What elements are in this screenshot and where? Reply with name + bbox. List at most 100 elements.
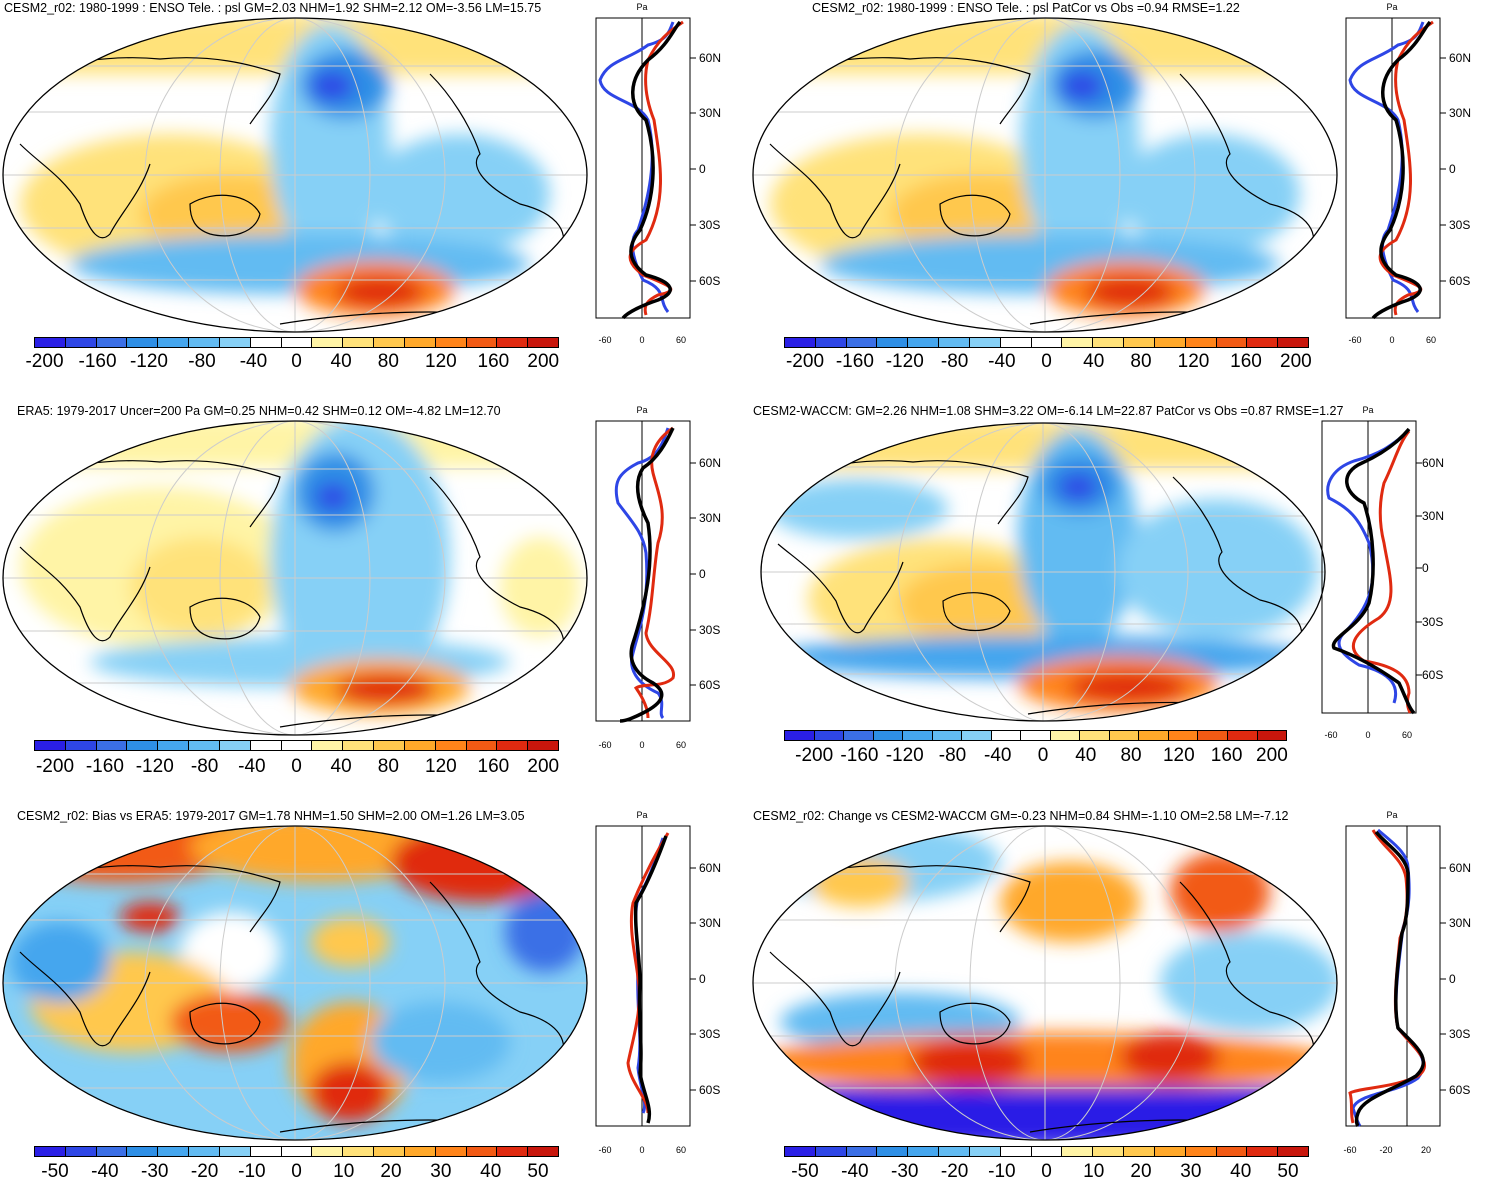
cb-label: -20 <box>190 1161 219 1182</box>
cb-label: -160 <box>85 756 124 777</box>
cb-label: -40 <box>984 745 1012 766</box>
cb-label: 120 <box>425 756 457 777</box>
cb-label: 0 <box>1037 745 1049 766</box>
lat-label: 60N <box>699 861 721 875</box>
cb-label: -80 <box>938 745 967 766</box>
cb-label: -40 <box>988 351 1016 372</box>
lat-label: 30N <box>1449 106 1471 120</box>
colorbar-labels: -200 -160 -120 -80 -40 0 40 80 120 160 2… <box>784 351 1312 373</box>
cb-label: -10 <box>238 1161 266 1182</box>
colorbar <box>784 337 1309 348</box>
lat-label: 60S <box>699 678 720 692</box>
cb-label: -20 <box>940 1161 969 1182</box>
lat-label: 30N <box>1422 509 1444 523</box>
panel-title: ERA5: 1979-2017 Uncer=200 Pa GM=0.25 NHM… <box>17 404 501 418</box>
lat-label: 60N <box>699 51 721 65</box>
cb-label: -200 <box>785 351 825 372</box>
colorbar-labels: -200 -160 -120 -80 -40 0 40 80 120 160 2… <box>784 745 1288 767</box>
x-tick: 0 <box>1389 335 1394 345</box>
cb-label: 80 <box>377 351 399 372</box>
cb-label: 0 <box>1041 351 1052 372</box>
zonal-mean-profile: Pa 60N 30N 0 30S 60S -60 0 60 <box>1345 2 1471 345</box>
cb-label: -160 <box>835 351 874 372</box>
x-tick: 60 <box>676 335 686 345</box>
x-tick: -60 <box>598 335 611 345</box>
lat-label: 60S <box>1422 668 1443 682</box>
cb-label: 10 <box>1083 1161 1105 1182</box>
lat-label: 0 <box>1449 162 1456 176</box>
cb-label: 0 <box>291 351 302 372</box>
cb-label: -80 <box>190 756 219 777</box>
lat-label: 30S <box>1449 218 1470 232</box>
cb-label: -120 <box>135 756 174 777</box>
cb-label: -120 <box>885 351 924 372</box>
lat-label: 60S <box>1449 1083 1470 1097</box>
cb-label: 160 <box>477 351 510 372</box>
panel-title: CESM2_r02: 1980-1999 : ENSO Tele. : psl … <box>4 1 542 15</box>
panel-title: CESM2_r02: 1980-1999 : ENSO Tele. : psl … <box>812 1 1240 15</box>
cb-label: 160 <box>477 756 510 777</box>
world-map <box>760 422 1326 722</box>
cb-label: 0 <box>291 756 302 777</box>
cb-label: 200 <box>1256 745 1288 766</box>
lat-label: 30S <box>1449 1027 1470 1041</box>
lat-label: 30S <box>699 623 720 637</box>
x-tick: 0 <box>639 1145 644 1155</box>
x-tick: 20 <box>1421 1145 1431 1155</box>
lat-label: 60S <box>699 1083 720 1097</box>
panel-title: CESM2-WACCM: GM=2.26 NHM=1.08 SHM=3.22 O… <box>753 404 1344 418</box>
cb-label: 10 <box>333 1161 355 1182</box>
cb-label: -40 <box>239 351 268 372</box>
panel-title: CESM2_r02: Change vs CESM2-WACCM GM=-0.2… <box>753 809 1289 823</box>
cb-label: -200 <box>35 756 75 777</box>
unit-label: Pa <box>1362 405 1373 415</box>
lat-label: 30S <box>1422 615 1443 629</box>
x-tick: -20 <box>1379 1145 1392 1155</box>
x-tick: -60 <box>598 740 611 750</box>
x-tick: -60 <box>1324 730 1337 740</box>
colorbar-labels: -200 -160 -120 -80 -40 0 40 80 120 160 2… <box>25 351 559 373</box>
cb-label: 30 <box>1180 1161 1202 1182</box>
x-tick: 60 <box>676 1145 686 1155</box>
zonal-mean-profile: Pa 60N 30N 0 30S 60S -60 0 60 <box>595 2 721 345</box>
lat-label: 60N <box>1449 51 1471 65</box>
world-map <box>2 17 588 333</box>
x-tick: 60 <box>676 740 686 750</box>
zonal-mean-profile: Pa 60N 30N 0 30S 60S -60 0 60 <box>595 810 721 1155</box>
cb-label: -160 <box>78 351 117 372</box>
world-map <box>752 17 1338 333</box>
cb-label: -120 <box>129 351 168 372</box>
x-tick: 0 <box>639 335 644 345</box>
cb-label: -30 <box>891 1161 919 1182</box>
cb-label: 40 <box>480 1161 502 1182</box>
lat-label: 30N <box>1449 916 1471 930</box>
cb-label: 40 <box>1083 351 1105 372</box>
lat-label: 0 <box>1449 972 1456 986</box>
cb-label: -80 <box>940 351 969 372</box>
lat-label: 60N <box>699 456 721 470</box>
colorbar <box>784 1146 1309 1157</box>
cb-label: -80 <box>188 351 216 372</box>
zonal-mean-profile: Pa 60N 30N 0 30S 60S -60 -20 20 <box>1343 810 1471 1155</box>
lat-label: 30N <box>699 106 721 120</box>
x-tick: 0 <box>1365 730 1370 740</box>
cb-label: 50 <box>1277 1161 1299 1182</box>
x-tick: 60 <box>1402 730 1412 740</box>
cb-label: 120 <box>1162 745 1195 766</box>
x-tick: -60 <box>598 1145 611 1155</box>
cb-label: 200 <box>1280 351 1312 372</box>
colorbar-labels: -50 -40 -30 -20 -10 0 10 20 30 40 50 <box>784 1161 1309 1183</box>
colorbar <box>784 730 1287 741</box>
cb-label: 40 <box>1230 1161 1252 1182</box>
lat-label: 60S <box>1449 274 1470 288</box>
cb-label: 20 <box>380 1161 402 1182</box>
cb-label: 50 <box>527 1161 549 1182</box>
world-map <box>2 825 588 1141</box>
lat-label: 0 <box>1422 561 1429 575</box>
cb-label: -50 <box>791 1161 819 1182</box>
cb-label: 30 <box>430 1161 452 1182</box>
cb-label: 120 <box>1177 351 1210 372</box>
lat-label: 0 <box>699 567 706 581</box>
unit-label: Pa <box>636 2 647 12</box>
cb-label: -120 <box>885 745 924 766</box>
